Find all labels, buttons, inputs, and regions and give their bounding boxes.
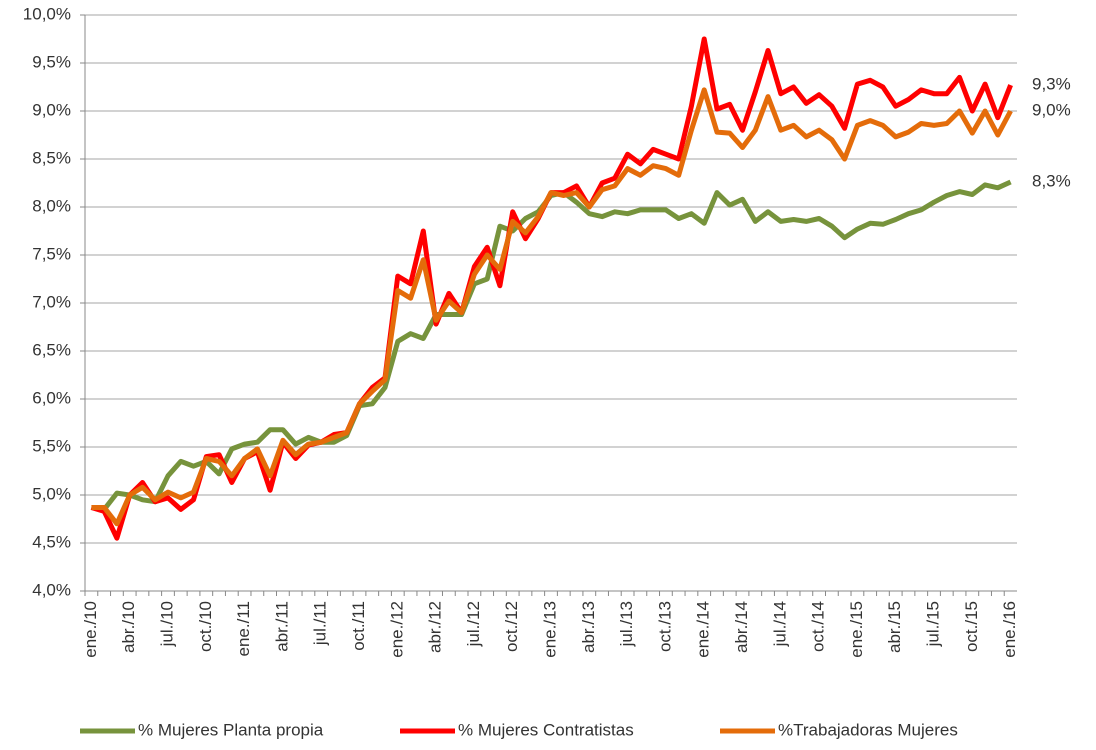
x-tick-label: abr./12 xyxy=(426,601,445,653)
y-tick-label: 6,0% xyxy=(32,388,71,407)
y-tick-label: 7,0% xyxy=(32,292,71,311)
value-label: 8,3% xyxy=(1032,172,1071,191)
x-tick-label: ene./11 xyxy=(234,601,253,656)
x-tick-label: abr./10 xyxy=(119,601,138,653)
legend-label: %Trabajadoras Mujeres xyxy=(778,720,958,739)
y-tick-label: 5,0% xyxy=(32,484,71,503)
series-line xyxy=(90,36,1013,541)
x-tick-label: jul./12 xyxy=(464,601,483,647)
series-line xyxy=(91,179,1012,512)
x-tick-label: oct./14 xyxy=(809,601,828,652)
x-tick-label: jul./13 xyxy=(617,601,636,647)
x-tick-label: oct./11 xyxy=(349,601,368,651)
y-tick-label: 8,5% xyxy=(32,148,71,167)
y-tick-label: 10,0% xyxy=(23,4,71,23)
legend-label: % Mujeres Contratistas xyxy=(458,720,634,739)
x-tick-label: abr./14 xyxy=(732,601,751,653)
y-tick-label: 8,0% xyxy=(32,196,71,215)
series-line xyxy=(91,87,1013,527)
value-label: 9,0% xyxy=(1032,100,1071,119)
x-tick-label: ene./15 xyxy=(847,601,866,658)
x-tick-label: jul./10 xyxy=(157,601,176,647)
x-tick-label: jul./15 xyxy=(923,601,942,647)
x-tick-label: abr./11 xyxy=(272,601,291,652)
y-tick-label: 9,5% xyxy=(32,52,71,71)
y-tick-label: 4,0% xyxy=(32,580,71,599)
x-tick-label: oct./13 xyxy=(655,601,674,652)
x-tick-label: ene./10 xyxy=(81,601,100,658)
legend-label: % Mujeres Planta propia xyxy=(138,720,324,739)
x-tick-label: ene./12 xyxy=(387,601,406,658)
y-tick-label: 4,5% xyxy=(32,532,71,551)
x-tick-label: oct./10 xyxy=(196,601,215,652)
x-tick-label: ene./16 xyxy=(1000,601,1019,658)
x-tick-label: jul./11 xyxy=(311,601,330,646)
x-tick-label: oct./12 xyxy=(502,601,521,652)
x-tick-label: abr./13 xyxy=(579,601,598,653)
y-tick-label: 6,5% xyxy=(32,340,71,359)
x-tick-label: jul./14 xyxy=(770,601,789,647)
y-tick-label: 7,5% xyxy=(32,244,71,263)
x-tick-label: abr./15 xyxy=(885,601,904,653)
y-tick-label: 9,0% xyxy=(32,100,71,119)
x-tick-label: ene./13 xyxy=(540,601,559,658)
value-label: 9,3% xyxy=(1032,75,1071,94)
x-tick-label: ene./14 xyxy=(694,601,713,658)
y-tick-label: 5,5% xyxy=(32,436,71,455)
x-tick-label: oct./15 xyxy=(962,601,981,652)
